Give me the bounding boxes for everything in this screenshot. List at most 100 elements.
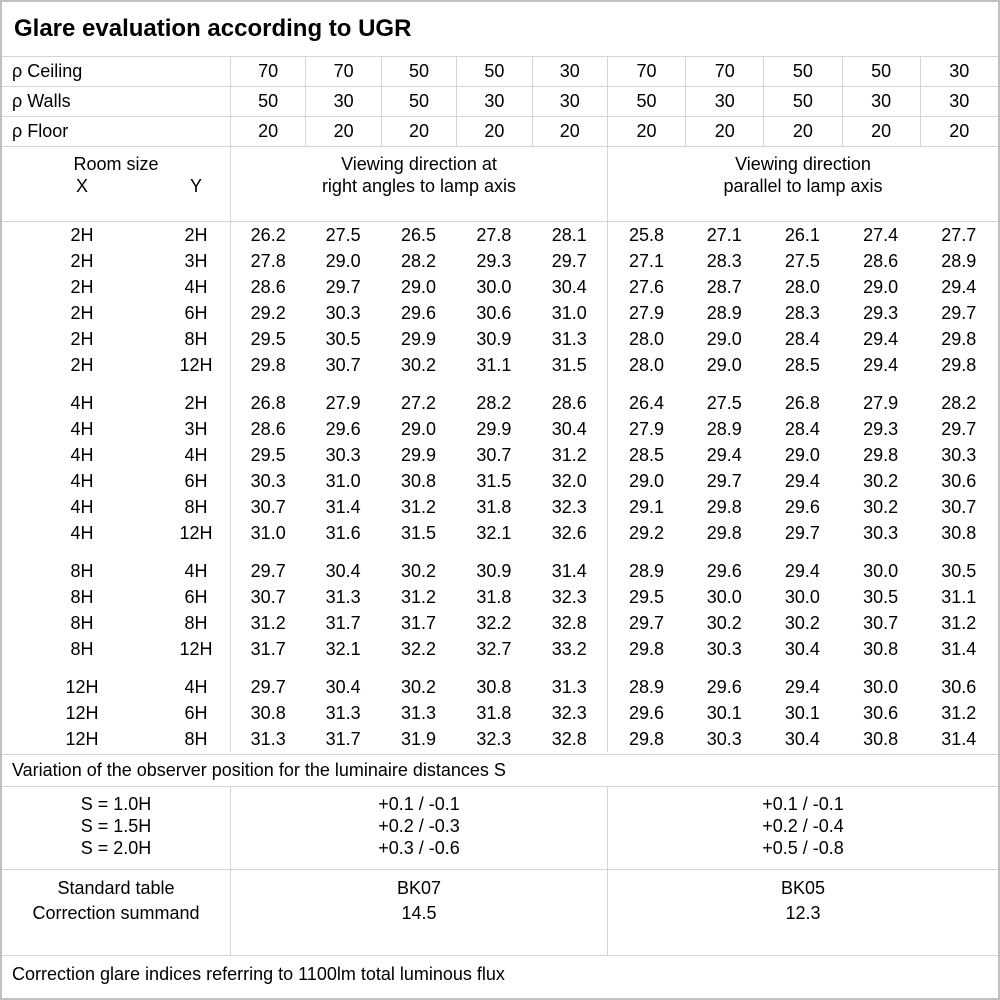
ugr-value-parallel: 29.8	[706, 523, 742, 543]
ugr-value-parallel: 28.3	[706, 251, 742, 271]
ugr-value-right-angles: 29.6	[400, 303, 436, 323]
ugr-row: 12H 8H 31.3 31.7 31.9 32.3 32.8 29.8 30.3 30.4 30.…	[2, 726, 998, 752]
ugr-value-right-angles: 30.2	[400, 677, 436, 697]
ugr-value-right-angles: 31.7	[325, 729, 361, 749]
ugr-value-right-angles: 30.2	[400, 561, 436, 581]
spacer-cell	[2, 546, 230, 558]
ugr-value-parallel: 29.0	[863, 277, 899, 297]
ugr-value-parallel: 28.6	[863, 251, 899, 271]
ugr-value-parallel: 30.3	[706, 639, 742, 659]
reflectance-value: 20	[606, 117, 685, 146]
reflectance-value: 30	[919, 87, 998, 116]
reflectance-value: 20	[531, 117, 607, 146]
ugr-value-parallel: 27.9	[606, 300, 685, 326]
spacer-cell	[606, 662, 998, 674]
ugr-room-x: 4H	[70, 471, 94, 491]
correction-summand-value: 14.5	[401, 903, 437, 923]
ugr-value-right-angles: 29.7	[325, 277, 361, 297]
ugr-row: 8H 4H 29.7 30.4 30.2 30.9 31.4 28.9 29.6 29.4 30.0…	[2, 558, 998, 584]
ugr-value-right-angles: 31.5	[476, 471, 512, 491]
ugr-room-y: 8H	[184, 329, 208, 349]
ugr-value-right-angles: 27.8	[230, 248, 305, 274]
ugr-value-right-angles: 30.4	[551, 419, 587, 439]
ugr-value-right-angles: 31.3	[551, 677, 587, 697]
reflectance-value: 50	[230, 87, 305, 116]
ugr-room-y: 6H	[184, 587, 208, 607]
ugr-value-parallel: 29.3	[863, 303, 899, 323]
ugr-row: 4H 12H 31.0 31.6 31.5 32.1 32.6 29.2 29.8 29.7 30.…	[2, 520, 998, 546]
ugr-value-right-angles: 30.8	[476, 677, 512, 697]
ugr-value-right-angles: 30.7	[230, 584, 305, 610]
reflectance-value: 70	[305, 57, 380, 86]
ugr-room-y: 8H	[184, 729, 208, 749]
ugr-value-parallel: 30.2	[863, 471, 899, 491]
ugr-value-parallel: 28.9	[706, 419, 742, 439]
ugr-value-parallel: 29.7	[706, 471, 742, 491]
reflectance-value: 20	[841, 117, 920, 146]
ugr-room-x: 2H	[70, 303, 94, 323]
ugr-room-x: 8H	[70, 613, 94, 633]
ugr-room-y: 4H	[184, 561, 208, 581]
ugr-value-right-angles: 32.1	[325, 639, 361, 659]
room-size-xy-labels: X Y	[2, 175, 230, 197]
right-angles-header: Viewing direction at right angles to lam…	[230, 147, 607, 221]
ugr-room-y: 4H	[184, 445, 208, 465]
ugr-value-parallel: 30.3	[863, 523, 899, 543]
ugr-value-right-angles: 31.0	[325, 471, 361, 491]
ugr-value-right-angles: 31.7	[230, 636, 305, 662]
ugr-value-right-angles: 30.4	[551, 277, 587, 297]
ugr-row: 2H 6H 29.2 30.3 29.6 30.6 31.0 27.9 28.9 28.3 29.3…	[2, 300, 998, 326]
ugr-row: 2H 8H 29.5 30.5 29.9 30.9 31.3 28.0 29.0 28.4 29.4…	[2, 326, 998, 352]
room-size-y-label: Y	[189, 176, 202, 196]
ugr-value-right-angles: 31.2	[230, 610, 305, 636]
ugr-value-right-angles: 29.0	[400, 277, 436, 297]
ugr-value-parallel: 26.4	[606, 390, 685, 416]
ugr-value-right-angles: 29.6	[325, 419, 361, 439]
reflectance-value: 20	[456, 117, 531, 146]
ugr-value-parallel: 30.1	[706, 703, 742, 723]
reflectance-value: 30	[305, 87, 380, 116]
ugr-value-parallel: 29.0	[606, 468, 685, 494]
ugr-value-parallel: 30.6	[941, 471, 977, 491]
reflectance-value: 30	[919, 57, 998, 86]
reflectance-value: 70	[606, 57, 685, 86]
reflectance-value: 50	[380, 57, 456, 86]
ugr-value-right-angles: 31.7	[400, 613, 436, 633]
room-size-label: Room size	[73, 154, 159, 174]
summary-parallel-values: BK05 12.3	[607, 870, 998, 955]
spacer-cell	[606, 546, 998, 558]
parallel-header: Viewing direction parallel to lamp axis	[607, 147, 998, 221]
ugr-value-right-angles: 32.2	[400, 639, 436, 659]
spacer-cell	[2, 662, 230, 674]
ugr-value-right-angles: 31.8	[476, 497, 512, 517]
spacer-cell	[230, 378, 607, 390]
ugr-value-right-angles: 27.9	[325, 393, 361, 413]
ugr-value-right-angles: 29.0	[325, 251, 361, 271]
variation-value: +0.1 / -0.1	[378, 794, 460, 814]
ugr-value-parallel: 29.1	[606, 494, 685, 520]
ugr-value-parallel: 30.2	[706, 613, 742, 633]
block-spacer-row	[2, 546, 998, 558]
ugr-value-parallel: 31.2	[941, 703, 977, 723]
ugr-room-x: 4H	[70, 393, 94, 413]
ugr-value-parallel: 29.4	[941, 277, 977, 297]
ugr-value-right-angles: 29.2	[230, 300, 305, 326]
ugr-value-parallel: 30.4	[784, 639, 820, 659]
ugr-value-right-angles: 31.4	[325, 497, 361, 517]
ugr-value-parallel: 27.5	[706, 393, 742, 413]
ugr-room-x: 2H	[70, 225, 94, 245]
variation-s-labels: S = 1.0H S = 1.5H S = 2.0H	[2, 787, 230, 869]
ugr-value-parallel: 30.5	[863, 587, 899, 607]
ugr-value-right-angles: 31.5	[400, 523, 436, 543]
variation-s-label: S = 2.0H	[80, 838, 152, 858]
ugr-value-right-angles: 30.8	[400, 471, 436, 491]
reflectance-row: ρ Ceiling 70 70 50 50 30 70 70 50 50 30	[2, 57, 998, 87]
ugr-value-right-angles: 29.7	[230, 558, 305, 584]
ugr-room-x: 12H	[65, 729, 99, 749]
ugr-value-right-angles: 30.8	[230, 700, 305, 726]
ugr-value-right-angles: 30.0	[476, 277, 512, 297]
ugr-room-y: 6H	[184, 303, 208, 323]
ugr-value-right-angles: 30.6	[476, 303, 512, 323]
ugr-value-parallel: 27.5	[784, 251, 820, 271]
reflectance-value: 20	[763, 117, 841, 146]
